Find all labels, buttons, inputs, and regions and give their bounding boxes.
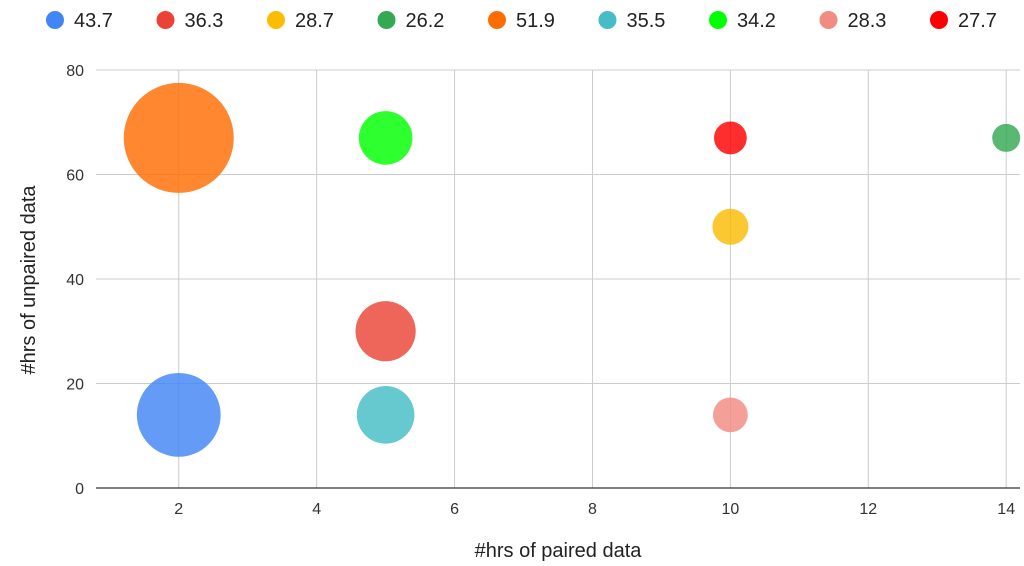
x-axis-title: #hrs of paired data: [475, 540, 643, 562]
bubble-43.7: [136, 372, 221, 457]
legend-marker: [377, 11, 396, 29]
y-tick-label: 40: [66, 272, 84, 289]
x-tick-label: 6: [450, 501, 459, 518]
bubble-36.3: [355, 301, 416, 362]
legend-marker: [156, 11, 175, 29]
legend-marker: [930, 11, 948, 29]
axes: 0 20 40 60 80 2 4 6 8 10 12 14: [66, 63, 1020, 518]
legend-label: 34.2: [737, 10, 776, 32]
legend-label: 28.7: [295, 10, 334, 32]
x-tick-label: 2: [174, 501, 183, 518]
bubbles: [123, 82, 1021, 457]
x-tick-label: 10: [721, 501, 739, 518]
legend-label: 35.5: [627, 10, 666, 32]
legend-label: 51.9: [516, 10, 555, 32]
legend: 43.7 36.3 28.7 26.2 51.9 35.5 34.2 28.3 27.7: [46, 10, 997, 32]
legend-label: 26.2: [406, 10, 445, 32]
legend-marker: [488, 11, 506, 29]
legend-label: 27.7: [958, 10, 997, 32]
legend-marker: [267, 11, 285, 29]
x-tick-label: 8: [588, 501, 597, 518]
legend-label: 36.3: [185, 10, 224, 32]
bubble-35.5: [356, 386, 415, 444]
legend-label: 43.7: [74, 10, 113, 32]
x-tick-label: 12: [859, 501, 877, 518]
legend-marker: [709, 11, 727, 29]
bubble-51.9: [123, 82, 234, 193]
y-tick-label: 0: [75, 481, 84, 498]
x-tick-label: 14: [997, 501, 1015, 518]
y-tick-label: 20: [66, 377, 84, 394]
bubble-28.7: [712, 208, 749, 245]
legend-marker: [819, 11, 838, 29]
y-tick-label: 80: [66, 63, 84, 80]
bubble-34.2: [358, 111, 413, 165]
bubble-26.2: [992, 123, 1021, 152]
gridlines: [96, 69, 1020, 488]
bubble-28.3: [712, 397, 748, 433]
x-tick-label: 4: [312, 501, 321, 518]
y-axis-title: #hrs of unpaired data: [18, 185, 40, 375]
legend-marker: [598, 11, 617, 29]
bubble-27.7: [713, 121, 747, 155]
y-tick-label: 60: [66, 168, 84, 185]
legend-marker: [46, 11, 64, 29]
legend-label: 28.3: [848, 10, 887, 32]
